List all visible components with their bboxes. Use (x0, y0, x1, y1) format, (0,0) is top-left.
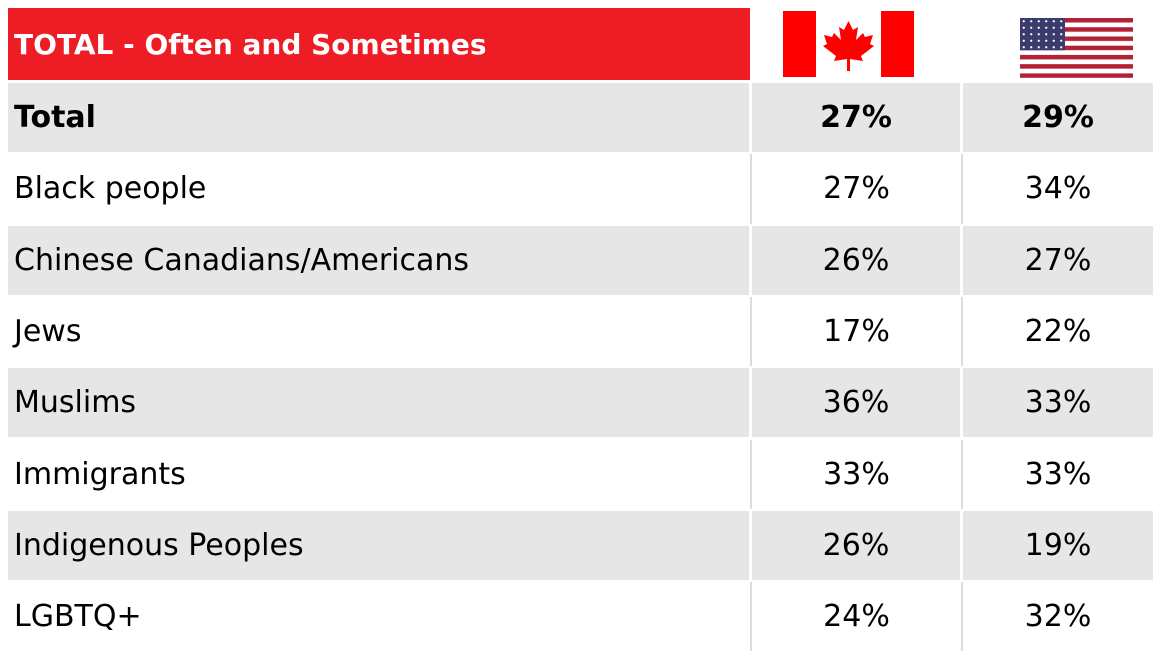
row-value: 29% (963, 83, 1153, 153)
row-value: 27% (752, 154, 963, 224)
row-label: Black people (8, 154, 752, 224)
table-row: Indigenous Peoples 26% 19% (8, 510, 1153, 581)
row-value: 32% (963, 582, 1153, 652)
row-value: 33% (963, 439, 1153, 509)
row-value: 24% (752, 582, 963, 652)
table-row: Total 27% 29% (8, 83, 1153, 153)
row-label: Immigrants (8, 439, 752, 509)
row-value: 36% (752, 368, 963, 438)
table-row: Black people 27% 34% (8, 154, 1153, 224)
table-row: Chinese Canadians/Americans 26% 27% (8, 225, 1153, 295)
row-value: 34% (963, 154, 1153, 224)
row-value: 22% (963, 296, 1153, 367)
row-value: 27% (752, 83, 963, 153)
header-title: TOTAL - Often and Sometimes (8, 8, 750, 80)
table-row: Jews 17% 22% (8, 296, 1153, 367)
table-row: LGBTQ+ 24% 32% (8, 582, 1153, 652)
row-label: Chinese Canadians/Americans (8, 225, 752, 295)
row-label: Jews (8, 296, 752, 367)
row-value: 26% (752, 510, 963, 581)
row-label: Total (8, 83, 752, 153)
row-value: 33% (963, 368, 1153, 438)
row-value: 27% (963, 225, 1153, 295)
table-row: Immigrants 33% 33% (8, 439, 1153, 509)
row-value: 19% (963, 510, 1153, 581)
row-label: Muslims (8, 368, 752, 438)
row-value: 33% (752, 439, 963, 509)
row-value: 17% (752, 296, 963, 367)
usa-flag (1020, 18, 1133, 78)
row-label: LGBTQ+ (8, 582, 752, 652)
table-row: Muslims 36% 33% (8, 368, 1153, 438)
canada-flag (783, 11, 914, 77)
row-label: Indigenous Peoples (8, 510, 752, 581)
row-value: 26% (752, 225, 963, 295)
